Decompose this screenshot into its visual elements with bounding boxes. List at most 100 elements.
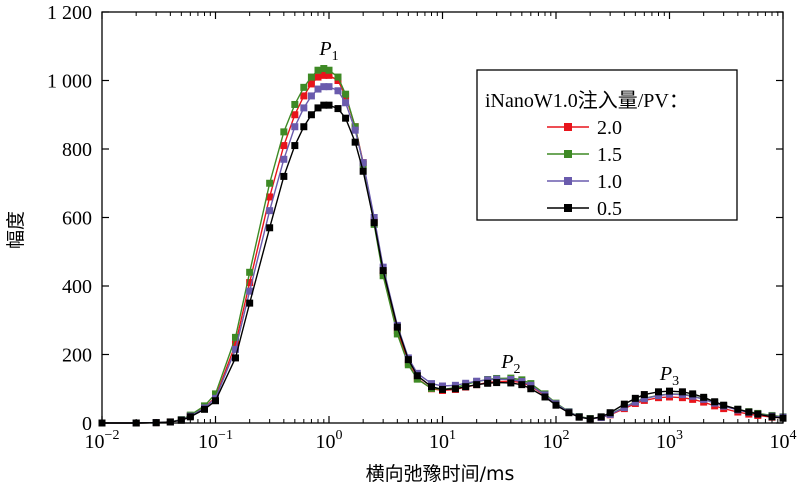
data-point [404, 356, 412, 364]
data-point [300, 92, 308, 100]
data-point [307, 92, 315, 100]
legend-box [476, 69, 738, 221]
data-point [768, 413, 776, 421]
data-point [451, 385, 459, 393]
data-point [246, 299, 254, 307]
data-point [231, 340, 239, 348]
data-point [231, 333, 239, 341]
legend: iNanoW1.0注入量/PV： 2.0 1.5 1.0 0.5 [476, 69, 738, 221]
legend-marker [564, 204, 572, 212]
data-point [300, 104, 308, 112]
data-point [280, 172, 288, 180]
legend-item: 0.5 [547, 198, 622, 220]
data-point [342, 99, 350, 107]
x-tick-label: 101 [429, 428, 456, 453]
data-point [518, 381, 526, 389]
data-point [439, 385, 446, 393]
legend-label: 0.5 [597, 198, 622, 220]
data-point [666, 387, 673, 395]
data-point [325, 71, 333, 79]
data-point [640, 391, 648, 399]
data-point [428, 383, 436, 391]
data-point [484, 379, 492, 387]
data-point [620, 400, 628, 408]
data-point [291, 123, 299, 131]
data-point [266, 193, 274, 201]
legend-marker [564, 177, 572, 185]
data-point [606, 409, 614, 417]
data-point [320, 65, 328, 73]
data-point [370, 214, 378, 221]
data-point [325, 66, 333, 74]
data-point [351, 138, 359, 146]
y-tick-label: 200 [62, 345, 92, 367]
data-point [631, 394, 639, 402]
data-point [212, 390, 219, 398]
data-point [314, 66, 322, 74]
data-point [291, 142, 299, 150]
data-point [689, 390, 697, 398]
y-tick-label: 1 000 [47, 71, 92, 93]
data-point [266, 179, 274, 187]
y-tick-label: 1 200 [47, 2, 92, 24]
data-point [334, 105, 342, 113]
data-point [359, 159, 367, 167]
data-point [565, 409, 573, 417]
y-tick-label: 400 [62, 276, 92, 298]
y-tick-label: 0 [82, 413, 92, 435]
data-point [280, 142, 288, 150]
data-point [320, 83, 328, 91]
x-tick-label: 104 [770, 428, 797, 453]
x-tick-label: 100 [316, 428, 343, 453]
data-point [334, 73, 342, 81]
y-axis-label: 幅度 [5, 211, 27, 249]
data-point [404, 361, 412, 369]
legend-label: 1.0 [597, 171, 622, 193]
legend-item: 1.5 [547, 144, 622, 166]
data-point [359, 167, 367, 175]
data-point [342, 114, 350, 122]
peak-annotations: P1 P2 P3 [318, 38, 679, 389]
data-point [379, 267, 387, 275]
data-point [231, 354, 239, 362]
data-point [655, 388, 663, 396]
data-point [334, 87, 342, 95]
data-point [291, 111, 299, 119]
data-point [754, 410, 762, 418]
data-point [393, 330, 401, 338]
data-point [201, 405, 209, 413]
axes: 0 200 400 600 800 1 000 1 200 10−2 10−1 100 101 102… [47, 2, 797, 453]
data-point [314, 73, 322, 81]
data-point [186, 413, 194, 421]
data-point [552, 401, 560, 409]
legend-label: 2.0 [597, 117, 622, 139]
data-point [231, 345, 239, 353]
peak-label: P3 [659, 363, 679, 389]
data-point [711, 398, 719, 406]
data-point [300, 123, 308, 131]
data-point [266, 224, 274, 232]
data-point [473, 381, 481, 389]
legend-marker [564, 150, 572, 158]
data-point [307, 111, 315, 119]
data-point [300, 83, 308, 91]
x-tick-label: 103 [656, 428, 683, 453]
data-point [266, 207, 274, 215]
data-point [631, 398, 639, 406]
data-point [314, 104, 322, 112]
data-point [320, 71, 328, 79]
data-point [307, 73, 315, 81]
data-point [640, 395, 648, 403]
legend-item: 2.0 [547, 117, 622, 139]
data-point [307, 80, 315, 88]
data-point [351, 126, 359, 134]
data-point [246, 268, 254, 276]
data-point [325, 101, 333, 109]
data-point [325, 83, 333, 91]
data-point [379, 272, 387, 280]
data-point [246, 279, 254, 287]
data-point [342, 90, 350, 98]
data-point [246, 287, 254, 295]
data-point [291, 100, 299, 108]
